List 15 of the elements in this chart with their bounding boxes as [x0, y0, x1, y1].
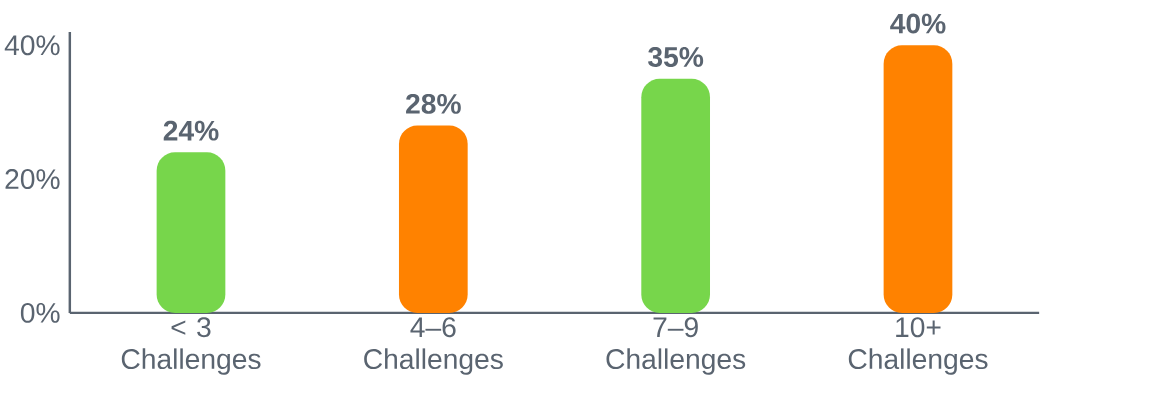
data-label: 28% [406, 93, 461, 114]
data-label: 40% [890, 13, 946, 34]
y-tick-label: 0% [20, 302, 60, 323]
bar [398, 125, 468, 313]
x-tick-label: 7–9 Challenges [606, 317, 746, 375]
data-label: 35% [648, 47, 704, 68]
data-label: 24% [163, 120, 219, 141]
y-tick-label: 40% [4, 35, 60, 56]
bar [156, 152, 226, 313]
x-tick-label: 4–6 Challenges [364, 317, 503, 375]
bar [883, 45, 953, 313]
x-tick-label: 10+ Challenges [848, 317, 988, 375]
x-tick-label: < 3 Challenges [121, 317, 261, 375]
y-tick-label: 20% [5, 169, 60, 190]
bar [641, 78, 711, 313]
